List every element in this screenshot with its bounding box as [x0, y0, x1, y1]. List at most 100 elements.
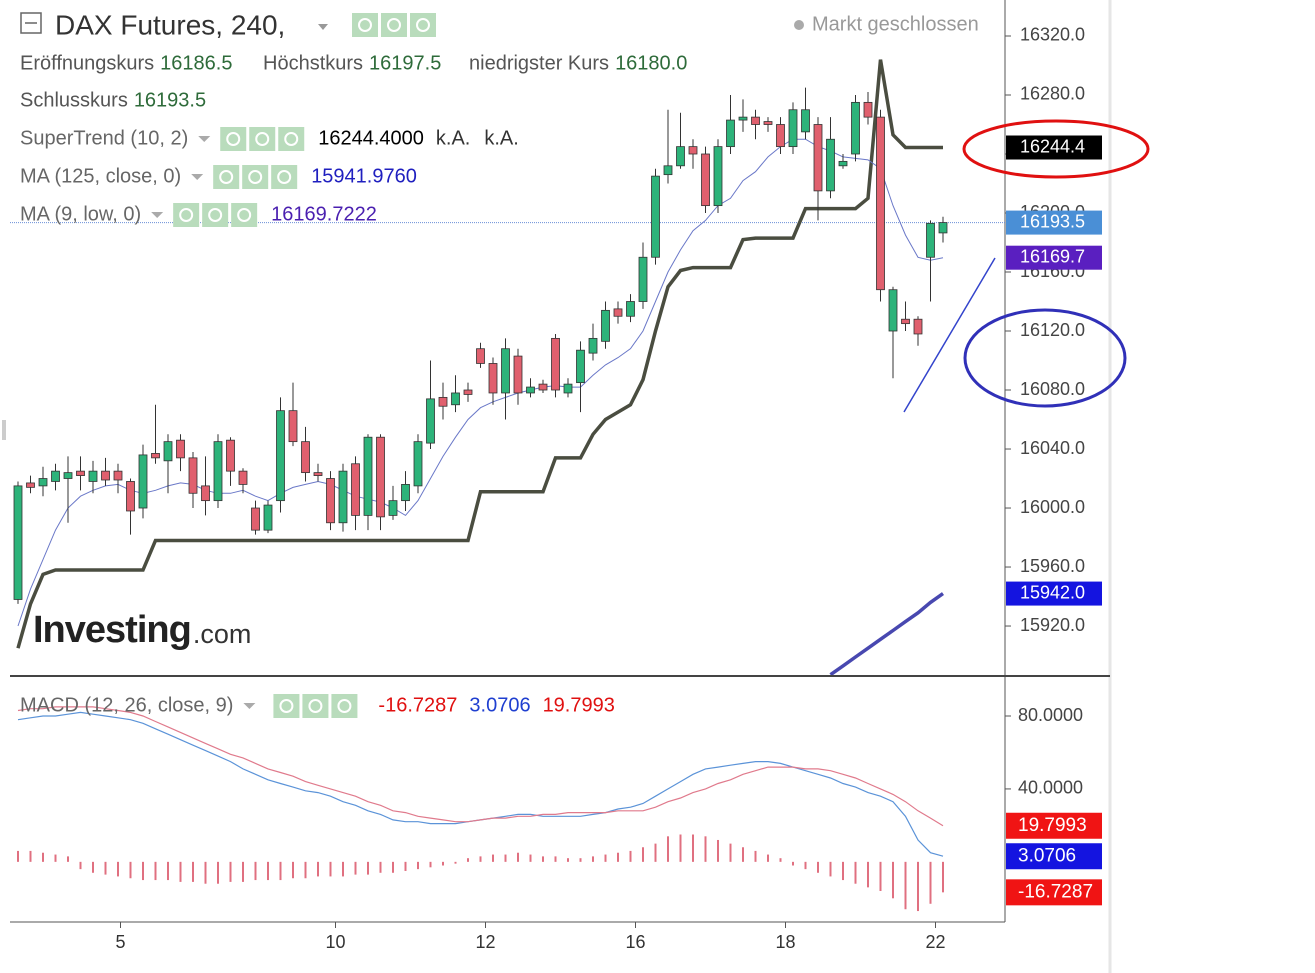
- legend-icon[interactable]: [220, 127, 247, 151]
- macd-legend-value: 19.7993: [543, 694, 615, 716]
- ohlc-value: 16193.5: [134, 89, 206, 111]
- chart-title: DAX Futures, 240,: [55, 9, 285, 40]
- candle-body: [526, 386, 535, 394]
- candle-body: [176, 439, 185, 459]
- y-tick-label: 16280.0: [1020, 84, 1085, 104]
- legend-icon[interactable]: [381, 13, 407, 37]
- macd-pane: [17, 706, 944, 912]
- ohlc-value: 16180.0: [615, 52, 687, 74]
- candle-body: [363, 436, 373, 516]
- legend-icon[interactable]: [410, 13, 436, 37]
- candle-body: [488, 363, 498, 394]
- scroll-handle[interactable]: [2, 420, 6, 440]
- candle-body: [151, 453, 160, 459]
- price-badge-label: 15942.0: [1020, 582, 1085, 602]
- macd-legend-value: -16.7287: [378, 694, 457, 716]
- ohlc-name: Eröffnungskurs: [20, 52, 154, 74]
- candle-body: [838, 160, 848, 167]
- collapse-button[interactable]: [20, 12, 42, 34]
- candle-body: [38, 478, 48, 487]
- candle-body: [863, 101, 873, 118]
- y-tick-label: 16000.0: [1020, 497, 1085, 517]
- price-badge: [1006, 135, 1102, 160]
- main-pane: [10, 59, 1005, 675]
- candle-body: [276, 410, 285, 502]
- legend-icon[interactable]: [231, 203, 258, 227]
- candle-body: [751, 116, 760, 125]
- price-badge-label: 16169.7: [1020, 246, 1085, 266]
- candle-body: [126, 481, 135, 512]
- price-badge: [1006, 581, 1102, 606]
- candle-body: [726, 119, 735, 148]
- candle-body: [813, 124, 823, 192]
- candle-body: [301, 441, 310, 474]
- candle-body: [388, 500, 398, 516]
- candle-body: [663, 165, 673, 176]
- legend-icon-glyph: [277, 170, 292, 184]
- candle-body: [676, 146, 685, 167]
- y-tick-label: 16080.0: [1020, 379, 1085, 399]
- candle-body: [876, 116, 885, 291]
- legend-extra: k.A.: [436, 127, 470, 149]
- ohlc-value: 16186.5: [160, 52, 232, 74]
- watermark-suffix: .com: [193, 619, 252, 649]
- candle-body: [501, 348, 510, 394]
- candle-body: [63, 472, 73, 479]
- candle-body: [651, 175, 660, 258]
- trend-line: [903, 257, 996, 413]
- legend-icon-glyph: [308, 699, 323, 713]
- legend-extra: k.A.: [484, 127, 518, 149]
- macd-badge: [1006, 843, 1102, 870]
- legend-icon-glyph: [358, 18, 372, 32]
- candle-body: [801, 109, 810, 133]
- legend-name: MA (125, close, 0): [20, 165, 181, 187]
- legend-name: SuperTrend (10, 2): [20, 127, 188, 149]
- legend-icon[interactable]: [352, 13, 378, 37]
- candle-body: [601, 309, 610, 342]
- candle-body: [263, 504, 273, 531]
- candle-body: [351, 463, 360, 516]
- legend-icon[interactable]: [202, 203, 229, 227]
- candle-body: [551, 337, 560, 391]
- y-tick-label: 40.0000: [1018, 778, 1083, 798]
- price-badge: [1006, 210, 1102, 235]
- candle-body: [326, 478, 335, 524]
- legend-value: 16244.4000: [318, 127, 424, 149]
- y-tick-label: 80.0000: [1018, 705, 1083, 725]
- legend-value: 15941.9760: [311, 165, 417, 187]
- title-caret: [318, 24, 328, 30]
- legend-icon[interactable]: [242, 165, 269, 189]
- legend-icon[interactable]: [302, 694, 329, 718]
- legend-icon-glyph: [387, 18, 401, 32]
- legend-icon[interactable]: [173, 203, 200, 227]
- candle-body: [51, 470, 60, 482]
- candle-body: [888, 289, 898, 332]
- candle-body: [538, 383, 548, 391]
- candle-body: [576, 349, 585, 384]
- candle-body: [76, 470, 85, 476]
- ohlc-name: Höchstkurs: [263, 52, 363, 74]
- macd-name: MACD (12, 26, close, 9): [20, 694, 233, 716]
- price-badge: [1006, 245, 1102, 270]
- legend-icon[interactable]: [213, 165, 240, 189]
- macd-line: [17, 706, 944, 827]
- legend-icon[interactable]: [331, 694, 358, 718]
- legend-name: MA (9, low, 0): [20, 203, 141, 225]
- status-dot: [794, 20, 804, 30]
- candle-body: [788, 109, 798, 148]
- legend-icon[interactable]: [271, 165, 298, 189]
- y-tick-label: 16320.0: [1020, 25, 1085, 45]
- candle-body: [513, 355, 523, 394]
- legend-icon[interactable]: [278, 127, 305, 151]
- x-tick-label: 22: [925, 932, 945, 952]
- ohlc-name: niedrigster Kurs: [469, 52, 609, 74]
- legend-icon[interactable]: [273, 694, 300, 718]
- background: [0, 0, 1110, 973]
- x-tick-label: 16: [625, 932, 645, 952]
- candle-body: [901, 318, 910, 325]
- candle-body: [426, 398, 435, 444]
- legend-icon-glyph: [208, 208, 223, 222]
- candle-body: [13, 485, 23, 600]
- legend-icon[interactable]: [249, 127, 276, 151]
